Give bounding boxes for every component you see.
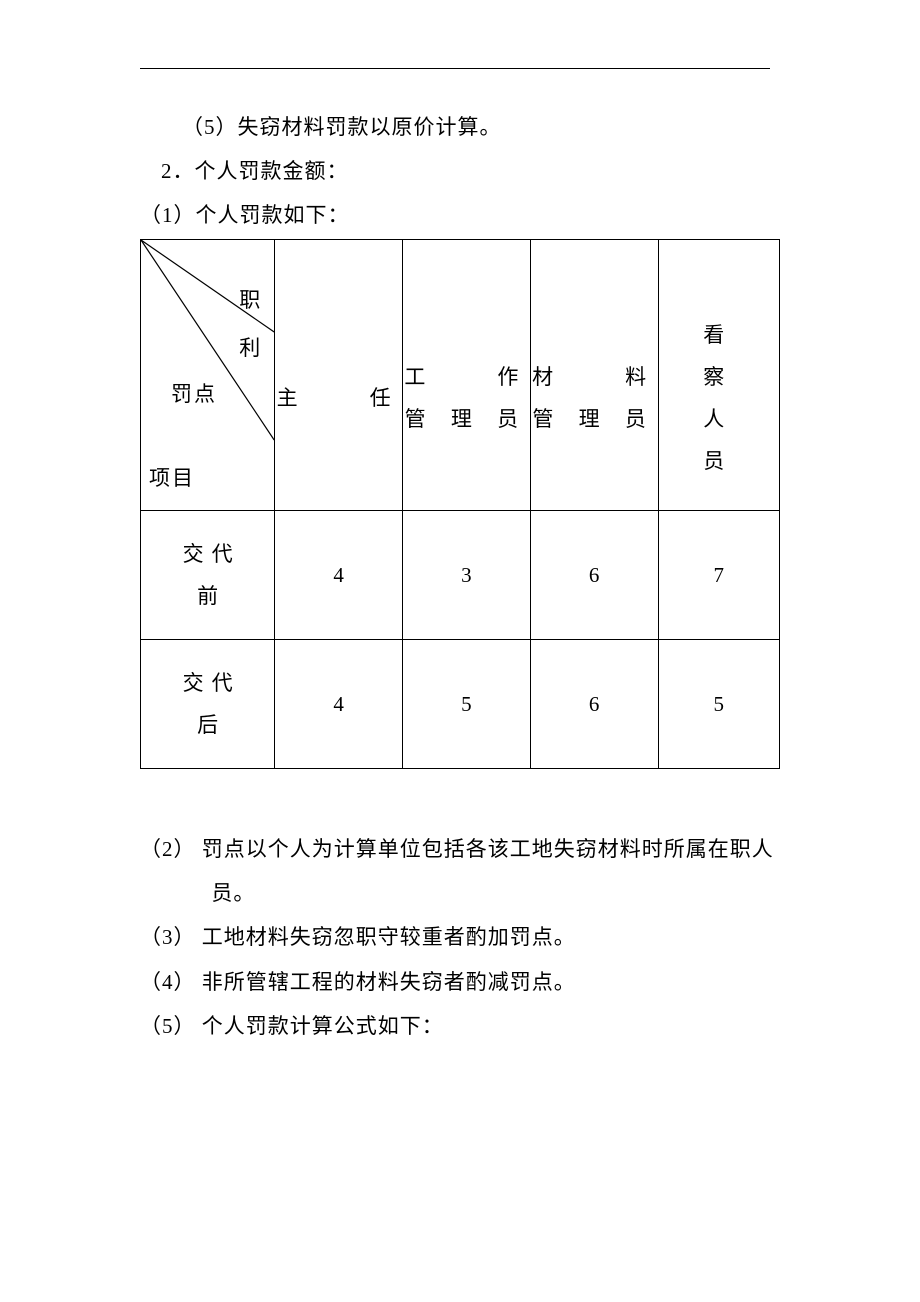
cell-before-kancha: 7 bbox=[658, 511, 779, 640]
section-2-sub-1: （1）个人罚款如下： bbox=[140, 193, 780, 237]
col-head-cailiao-l1: 材 料 bbox=[532, 356, 656, 398]
post-list: （2） 罚点以个人为计算单位包括各该工地失窃材料时所属在职人员。 （3） 工地材… bbox=[140, 827, 780, 1047]
col-head-zhuren-l2: 主 任 bbox=[277, 377, 401, 419]
post-list-item-5: （5） 个人罚款计算公式如下： bbox=[140, 1004, 780, 1048]
table-corner-cell: 职 利 罚点 项目 bbox=[141, 240, 275, 511]
penalty-table: 职 利 罚点 项目 主 任 工 作 管 理 员 bbox=[140, 239, 780, 769]
table-row: 交代后 4 5 6 5 bbox=[141, 640, 780, 769]
cell-after-gongzuo: 5 bbox=[402, 640, 530, 769]
col-head-gongzuo: 工 作 管 理 员 bbox=[402, 240, 530, 511]
col-head-cailiao-l2: 管 理 员 bbox=[532, 398, 656, 440]
document-page: （5）失窃材料罚款以原价计算。 2．个人罚款金额： （1）个人罚款如下： 职 利… bbox=[0, 0, 920, 1302]
post-list-item-4: （4） 非所管辖工程的材料失窃者酌减罚点。 bbox=[140, 960, 780, 1004]
cell-before-gongzuo: 3 bbox=[402, 511, 530, 640]
col-head-zhuren: 主 任 bbox=[275, 240, 403, 511]
col-head-cailiao: 材 料 管 理 员 bbox=[530, 240, 658, 511]
cell-after-cailiao: 6 bbox=[530, 640, 658, 769]
post-list-item-3: （3） 工地材料失窃忽职守较重者酌加罚点。 bbox=[140, 915, 780, 959]
col-head-kancha-l1: 看 察 bbox=[659, 314, 779, 398]
diag-label-top: 职 bbox=[239, 284, 262, 314]
diag-label-mid-right: 利 bbox=[239, 332, 262, 362]
row-head-before: 交代前 bbox=[141, 511, 275, 640]
col-head-gongzuo-l2: 管 理 员 bbox=[405, 398, 529, 440]
row-head-after-label: 交代后 bbox=[183, 662, 241, 746]
section-2-heading: 2．个人罚款金额： bbox=[140, 149, 780, 193]
diag-label-bottom: 项目 bbox=[149, 462, 195, 492]
pre-list-item-5: （5）失窃材料罚款以原价计算。 bbox=[140, 105, 780, 149]
top-rule bbox=[140, 68, 770, 69]
row-head-after: 交代后 bbox=[141, 640, 275, 769]
cell-before-zhuren: 4 bbox=[275, 511, 403, 640]
cell-after-kancha: 5 bbox=[658, 640, 779, 769]
post-list-item-2: （2） 罚点以个人为计算单位包括各该工地失窃材料时所属在职人员。 bbox=[140, 827, 780, 915]
col-head-kancha: 看 察 人 员 bbox=[658, 240, 779, 511]
cell-after-zhuren: 4 bbox=[275, 640, 403, 769]
col-head-kancha-l2: 人 员 bbox=[659, 398, 779, 482]
row-head-before-label: 交代前 bbox=[183, 533, 241, 617]
diag-label-mid-left: 罚点 bbox=[171, 378, 217, 408]
col-head-gongzuo-l1: 工 作 bbox=[404, 356, 528, 398]
table-row: 交代前 4 3 6 7 bbox=[141, 511, 780, 640]
cell-before-cailiao: 6 bbox=[530, 511, 658, 640]
table-header-row: 职 利 罚点 项目 主 任 工 作 管 理 员 bbox=[141, 240, 780, 511]
